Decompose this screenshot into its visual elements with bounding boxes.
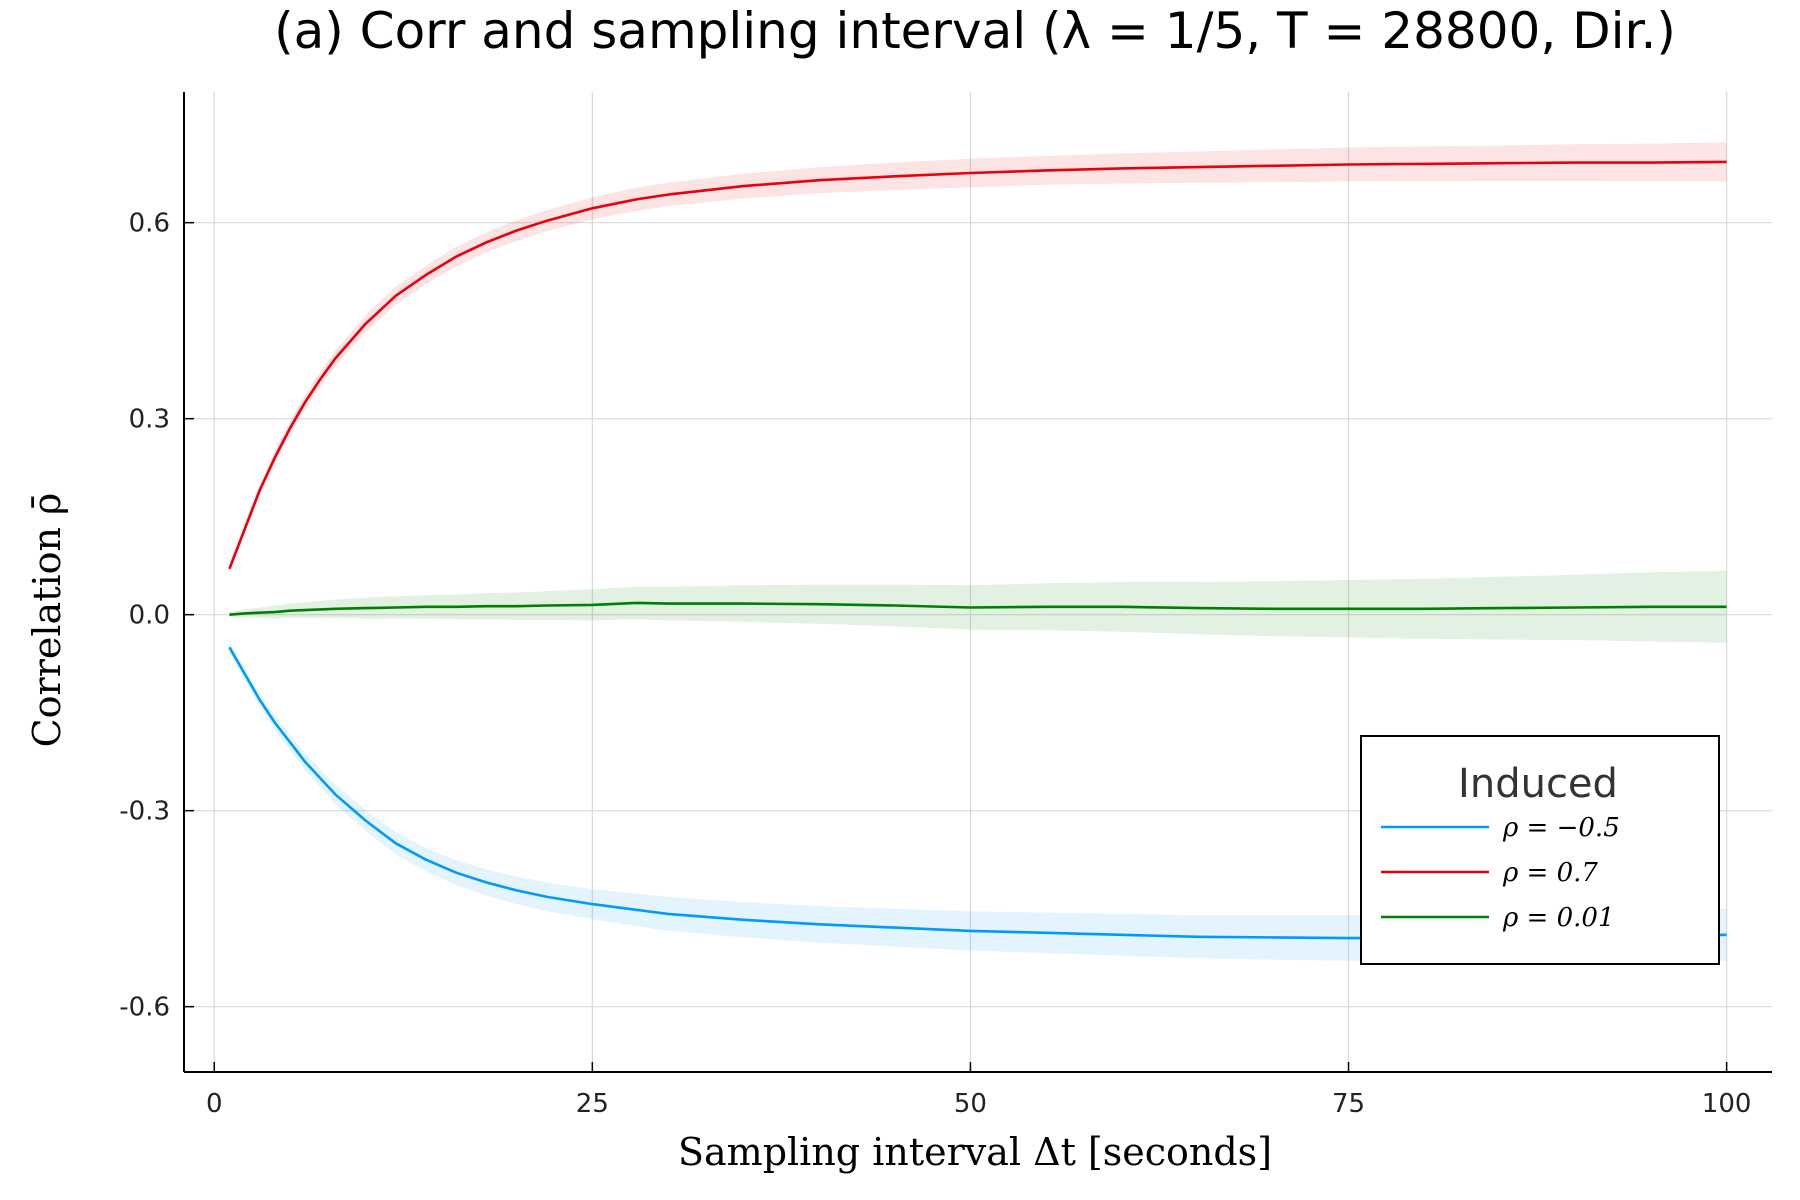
y-tick-label: -0.3: [119, 797, 170, 827]
x-tick-label: 100: [1702, 1089, 1752, 1119]
legend-title: Induced: [1458, 761, 1618, 807]
y-ticks: -0.6 -0.3 0.0 0.3 0.6: [119, 209, 194, 1023]
legend-label-series-3: ρ = 0.01: [1502, 903, 1615, 933]
x-ticks: 0 25 50 75 100: [206, 1062, 1751, 1119]
x-tick-label: 25: [576, 1089, 609, 1119]
line-series-3: [229, 601, 1727, 616]
chart-title: (a) Corr and sampling interval (λ = 1/5,…: [274, 2, 1676, 60]
legend-label-series-1: ρ = −0.5: [1502, 813, 1620, 843]
x-tick-label: 75: [1332, 1089, 1365, 1119]
series-lines: [228, 160, 1727, 940]
line-series-1: [228, 646, 1727, 940]
y-tick-label: -0.6: [119, 993, 170, 1023]
legend-items: ρ = −0.5 ρ = 0.7 ρ = 0.01: [1381, 813, 1620, 933]
legend: Induced ρ = −0.5 ρ = 0.7 ρ = 0.01: [1360, 735, 1720, 965]
legend-label-series-2: ρ = 0.7: [1502, 858, 1598, 888]
y-tick-label: 0.0: [129, 601, 170, 631]
x-axis-label: Sampling interval Δt [seconds]: [678, 1130, 1272, 1174]
y-axis-label: Correlation ρ̄: [25, 493, 69, 748]
y-tick-label: 0.6: [129, 209, 170, 239]
x-tick-label: 0: [206, 1089, 223, 1119]
grid: [184, 92, 1772, 1072]
y-tick-label: 0.3: [129, 405, 170, 435]
x-tick-label: 50: [954, 1089, 987, 1119]
confidence-band-series-2: [229, 142, 1727, 573]
line-series-2: [228, 160, 1727, 570]
legend-box: [1360, 735, 1720, 965]
